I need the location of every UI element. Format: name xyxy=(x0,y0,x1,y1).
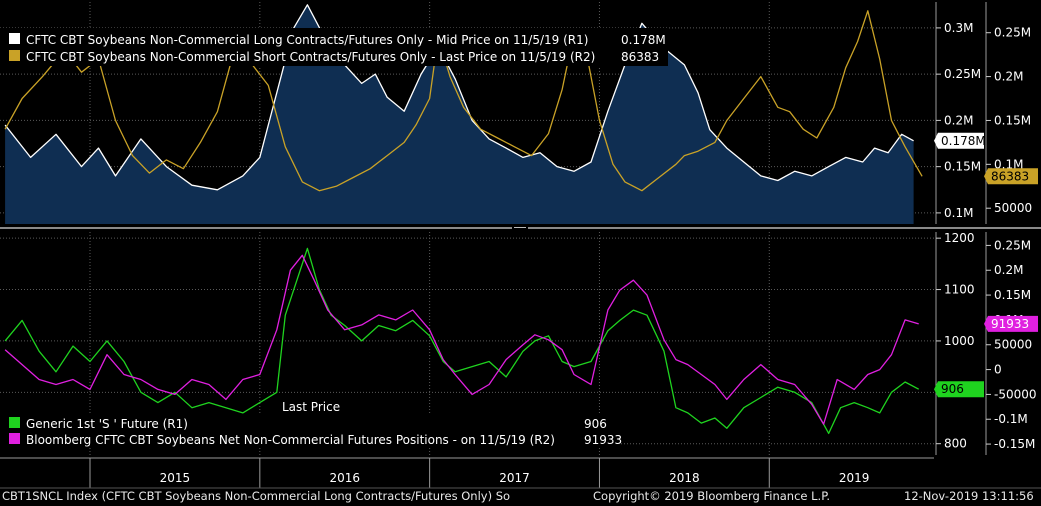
legend-swatch-generic xyxy=(9,417,20,428)
legend-text-short: CFTC CBT Soybeans Non-Commercial Short C… xyxy=(26,50,595,64)
legend-swatch-long xyxy=(9,33,20,44)
top-r2-tick-label-3: 0.2M xyxy=(994,70,1023,84)
top-badge-shape-0 xyxy=(934,132,984,149)
bottom-r2-tick-label-7: 0.2M xyxy=(994,263,1023,277)
legend-text-generic: Generic 1st 'S ' Future (R1) xyxy=(26,417,188,431)
top-badge-shape-1 xyxy=(984,168,1038,185)
legend-value-generic: 906 xyxy=(584,417,607,431)
bottom-r2-tick-label-6: 0.15M xyxy=(994,288,1031,302)
bottom-legend-bg xyxy=(0,414,620,448)
bottom-r2-tick-label-1: -0.1M xyxy=(994,412,1028,426)
bottom-r2-tick-label-3: 0 xyxy=(994,363,1002,377)
last-price-label: Last Price xyxy=(282,400,340,414)
legend-value-net: 91933 xyxy=(584,433,622,447)
top-badge-text-0: 0.178M xyxy=(941,134,986,148)
bottom-r2-tick-label-8: 0.25M xyxy=(994,238,1031,252)
legend-text-net: Bloomberg CFTC CBT Soybeans Net Non-Comm… xyxy=(26,433,555,447)
bottom-r1-tick-label-3: 1100 xyxy=(944,283,975,297)
top-last-value-badge-1: 86383 xyxy=(984,168,1038,185)
bottom-r1-tick-label-4: 1200 xyxy=(944,231,975,245)
bottom-last-value-badge-1: 91933 xyxy=(984,315,1038,332)
legend-value-long: 0.178M xyxy=(621,33,666,47)
bottom-r1-tick-label-2: 1000 xyxy=(944,334,975,348)
top-panel: 0.1M 0.15M 0.2M 0.25M 0.3M 50000 0.1M 0.15M 0.2M… xyxy=(0,2,1038,224)
bottom-legend: Last Price Generic 1st 'S ' Future (R1) … xyxy=(0,400,622,448)
top-series-0-area xyxy=(5,4,914,224)
bottom-r2-tick-label-4: 50000 xyxy=(994,338,1032,352)
bottom-last-value-badge-0: 906 xyxy=(934,381,984,398)
bottom-badge-shape-1 xyxy=(984,315,1038,332)
top-r1-tick-label-0: 0.1M xyxy=(944,206,973,220)
bottom-r1-tick-label-0: 800 xyxy=(944,437,967,451)
bottom-r2-tick-label-0: -0.15M xyxy=(994,437,1035,451)
top-r1-tick-label-1: 0.15M xyxy=(944,160,981,174)
top-legend: CFTC CBT Soybeans Non-Commercial Long Co… xyxy=(0,28,668,66)
top-last-value-badge-0: 0.178M xyxy=(934,132,986,149)
footer-index-text: CBT1SNCL Index (CFTC CBT Soybeans Non-Co… xyxy=(2,489,510,503)
bottom-badge-text-1: 91933 xyxy=(991,317,1029,331)
top-r2-tick-label-4: 0.25M xyxy=(994,26,1031,40)
footer: CBT1SNCL Index (CFTC CBT Soybeans Non-Co… xyxy=(2,489,1034,503)
footer-timestamp: 12-Nov-2019 13:11:56 xyxy=(904,489,1034,503)
top-r1-tick-label-4: 0.3M xyxy=(944,21,973,35)
x-tick-label-2016: 2016 xyxy=(329,471,360,485)
legend-swatch-net xyxy=(9,433,20,444)
top-legend-bg xyxy=(0,28,668,66)
x-tick-label-2018: 2018 xyxy=(669,471,700,485)
bottom-series-0-line xyxy=(4,247,920,435)
legend-text-long: CFTC CBT Soybeans Non-Commercial Long Co… xyxy=(26,33,588,47)
x-tick-label-2019: 2019 xyxy=(839,471,870,485)
x-tick-label-2017: 2017 xyxy=(499,471,530,485)
bottom-r2-tick-label-2: -50000 xyxy=(994,387,1037,401)
x-tick-label-2015: 2015 xyxy=(160,471,191,485)
bottom-badge-text-0: 906 xyxy=(941,382,964,396)
top-r2-tick-label-2: 0.15M xyxy=(994,113,1031,127)
x-axis: 2015 2016 2017 2018 2019 xyxy=(0,457,1041,489)
bottom-panel: 800900100011001200-0.15M-0.1M-5000005000… xyxy=(0,231,1038,455)
top-badge-text-1: 86383 xyxy=(991,169,1029,183)
bottom-series-1-line xyxy=(4,254,919,425)
legend-swatch-short xyxy=(9,50,20,61)
top-series-0-line xyxy=(4,4,914,191)
top-series-1-line xyxy=(4,10,923,192)
top-r2-tick-label-0: 50000 xyxy=(994,201,1032,215)
footer-copyright: Copyright© 2019 Bloomberg Finance L.P. xyxy=(593,489,830,503)
top-r1-tick-label-2: 0.2M xyxy=(944,113,973,127)
bottom-badge-shape-0 xyxy=(934,381,984,398)
top-r1-tick-label-3: 0.25M xyxy=(944,67,981,81)
top-r2-tick-label-1: 0.1M xyxy=(994,157,1023,171)
legend-value-short: 86383 xyxy=(621,50,659,64)
